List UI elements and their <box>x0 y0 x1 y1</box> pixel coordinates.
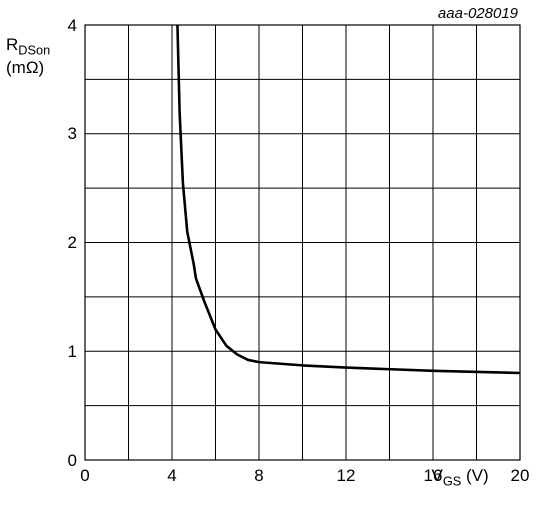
x-tick-20: 20 <box>500 466 540 486</box>
x-tick-4: 4 <box>152 466 192 486</box>
chart-container: aaa-02801904812162001234VGS (V)RDSon(mΩ) <box>0 0 540 508</box>
y-tick-3: 3 <box>45 124 77 144</box>
x-tick-12: 12 <box>326 466 366 486</box>
y-axis-label: RDSon(mΩ) <box>6 35 50 78</box>
chart-svg <box>0 0 540 508</box>
x-axis-label: VGS (V) <box>432 466 489 488</box>
y-tick-2: 2 <box>45 233 77 253</box>
x-tick-8: 8 <box>239 466 279 486</box>
y-tick-1: 1 <box>45 342 77 362</box>
y-tick-0: 0 <box>45 451 77 471</box>
y-tick-4: 4 <box>45 16 77 36</box>
figure-id: aaa-028019 <box>438 5 518 22</box>
